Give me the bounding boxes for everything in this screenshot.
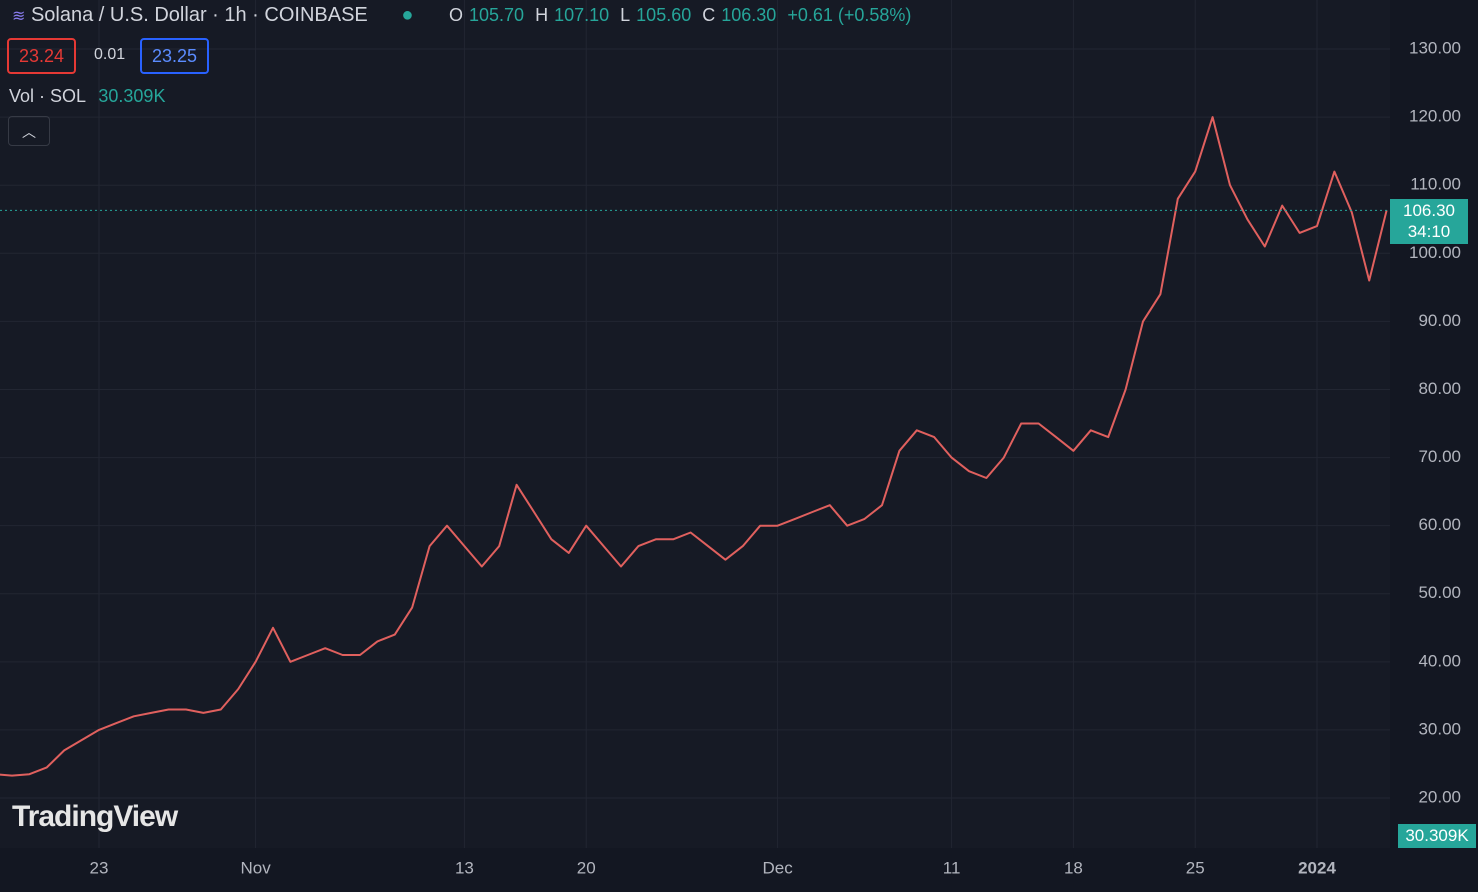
x-tick-label: 23 [90,858,109,877]
header: ≋ Solana / U.S. Dollar · 1h · COINBASE ●… [12,4,917,27]
x-tick-label: 18 [1064,858,1083,877]
watermark: TradingView [12,800,178,833]
collapse-button[interactable]: ︿ [8,116,50,146]
y-tick-label: 40.00 [1418,651,1461,670]
l-label: L [620,5,631,25]
icon: ≋ [12,8,26,25]
volume-label: Vol · SOL [9,86,86,106]
x-tick-label: 11 [943,858,961,877]
price-tag: 106.30 34:10 [1390,199,1468,244]
low: 105.60 [636,5,692,25]
y-tick-label: 70.00 [1418,447,1461,466]
plot-background [0,0,1390,848]
x-tick-label: 25 [1186,858,1205,877]
buy-button[interactable]: 23.25 [140,38,210,74]
close: 106.30 [721,5,777,25]
volume-value: 30.309K [98,86,166,106]
x-tick-label: 13 [455,858,474,877]
y-tick-label: 120.00 [1409,107,1461,126]
status-dot: ● [401,4,414,26]
y-tick-label: 100.00 [1409,243,1461,262]
price-line [0,116,1388,777]
ohlc: O 105.70 H 107.10 L 105.60 C 106.30 +0.61 (+… [449,5,917,25]
y-tick-label: 20.00 [1418,788,1461,807]
change: +0.61 (+0.58%) [787,5,912,25]
y-tick-label: 90.00 [1418,311,1461,330]
y-tick-label: 80.00 [1418,379,1461,398]
y-tick-label: 50.00 [1418,583,1461,602]
spread: 0.01 [94,46,126,63]
high: 107.10 [554,5,610,25]
symbol: Solana / U.S. Dollar · 1h · COINBASE [30,4,368,26]
c-label: C [702,5,716,25]
volume-legend: Vol · SOL 30.309K [9,86,165,107]
h-label: H [535,5,549,25]
volume-tag: 30.309K [1398,824,1476,848]
x-tick-label: Nov [240,858,271,877]
open: 105.70 [469,5,525,25]
y-tick-label: 60.00 [1418,515,1461,534]
countdown: 34:10 [1407,222,1451,241]
price: 106.30 [1403,201,1455,220]
x-tick-label: 2024 [1298,858,1336,877]
y-tick-label: 130.00 [1409,39,1461,58]
o-label: O [448,5,463,25]
x-tick-label: Dec [762,858,793,877]
sell-button[interactable]: 23.24 [7,38,77,74]
y-tick-label: 30.00 [1418,719,1461,738]
x-tick-label: 20 [577,858,596,877]
y-tick-label: 110.00 [1410,175,1461,194]
